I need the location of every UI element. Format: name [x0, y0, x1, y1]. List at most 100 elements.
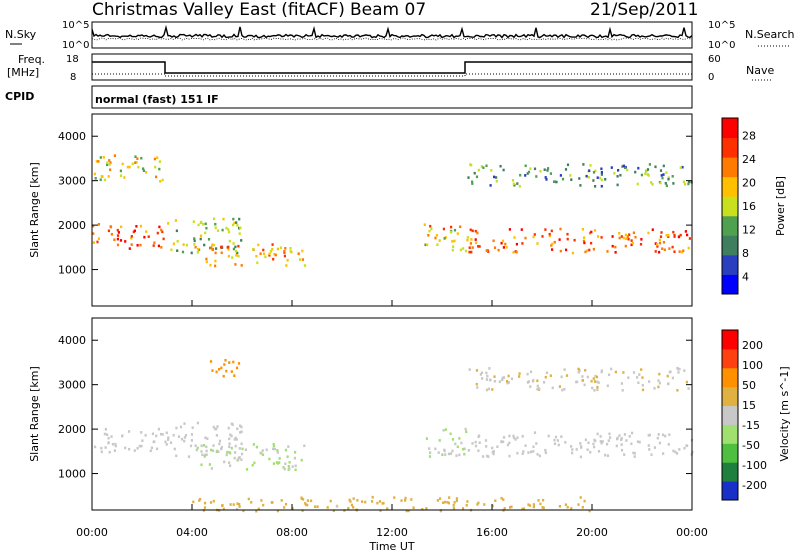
- power-cell: [289, 249, 292, 253]
- power-cell: [272, 257, 275, 261]
- power-cell: [548, 234, 551, 238]
- velocity-cell: [455, 454, 458, 457]
- power-cell: [283, 249, 286, 253]
- noise-right-tick-bottom: 10^0: [708, 40, 735, 51]
- power-cell: [97, 160, 100, 163]
- power-cell: [512, 251, 515, 254]
- velocity-cell: [502, 376, 506, 379]
- velocity-cell: [461, 507, 465, 510]
- power-cell: [559, 227, 562, 231]
- velocity-cell: [667, 443, 670, 446]
- power-cell: [192, 220, 195, 223]
- power-cell: [544, 228, 547, 231]
- velocity-cell: [209, 501, 213, 504]
- power-cell: [492, 239, 495, 243]
- power-cell: [475, 175, 479, 179]
- power-cell: [611, 244, 614, 248]
- power-cell: [687, 182, 690, 186]
- velocity-cell: [491, 450, 494, 454]
- power-cell: [444, 236, 447, 239]
- velocity-cell: [458, 453, 461, 457]
- velocity-cell: [382, 501, 385, 505]
- velocity-cell: [596, 385, 599, 389]
- power-cell: [480, 165, 483, 168]
- velocity-cell: [203, 501, 207, 505]
- velocity-cell: [623, 453, 626, 456]
- power-cell: [153, 157, 156, 161]
- velocity-cell: [228, 445, 231, 448]
- velocity-cell: [288, 461, 291, 464]
- velocity-cell: [606, 442, 609, 446]
- power-cbar-tick-label: 24: [742, 153, 756, 166]
- power-panel: Slant Range [km] 1000 2000 3000 4000: [28, 113, 693, 307]
- velocity-cell: [230, 370, 233, 373]
- power-cell: [119, 239, 123, 242]
- x-ticks: 00:00 04:00 08:00 12:00 16:00 20:00 00:00: [76, 300, 708, 539]
- power-cell: [679, 166, 682, 169]
- power-cell: [426, 243, 429, 247]
- velocity-cell: [506, 380, 509, 383]
- velocity-cell: [667, 382, 670, 386]
- velocity-cell: [581, 379, 584, 382]
- noise-left-tick-bottom: 10^0: [62, 40, 89, 51]
- velocity-cell: [429, 451, 432, 454]
- power-cell: [578, 177, 581, 180]
- power-cell: [668, 247, 671, 250]
- velocity-cell: [177, 435, 181, 438]
- velocity-cell: [571, 448, 574, 451]
- power-cell: [526, 172, 529, 175]
- power-cell: [130, 235, 133, 238]
- power-cell: [592, 247, 595, 251]
- velocity-cell: [502, 436, 506, 439]
- velocity-cell: [212, 499, 215, 503]
- power-cell: [95, 160, 98, 163]
- velocity-cell: [465, 430, 468, 434]
- power-cell: [681, 165, 684, 169]
- noise-panel-frame: [91, 21, 693, 49]
- power-cell: [464, 249, 468, 253]
- power-cell: [132, 230, 135, 234]
- power-cell: [524, 174, 527, 177]
- velocity-cell: [231, 423, 234, 426]
- power-cell: [157, 244, 160, 248]
- velocity-cbar-band: [722, 330, 738, 350]
- velocity-cell: [196, 421, 199, 425]
- velocity-cell: [500, 496, 503, 500]
- noise-sky-trace: [91, 24, 693, 39]
- velocity-cell: [300, 458, 303, 462]
- velocity-cell: [610, 367, 613, 371]
- power-cell: [550, 229, 553, 233]
- velocity-cell: [407, 509, 410, 513]
- power-cell: [634, 170, 637, 174]
- velocity-cell: [210, 467, 213, 470]
- power-cell: [236, 251, 239, 255]
- power-cell: [566, 237, 569, 241]
- velocity-cell: [236, 427, 239, 431]
- power-cell: [499, 164, 502, 168]
- power-cell: [634, 235, 637, 239]
- power-cell: [158, 167, 161, 171]
- power-cell: [140, 156, 143, 160]
- velocity-cell: [234, 451, 237, 454]
- power-cell: [459, 248, 462, 252]
- power-cell: [284, 247, 287, 250]
- velocity-cell: [589, 450, 592, 454]
- power-cell: [646, 168, 650, 171]
- velocity-cell: [491, 388, 494, 391]
- power-cell: [600, 236, 603, 239]
- power-cell: [536, 242, 539, 245]
- velocity-cell: [518, 375, 521, 378]
- velocity-cell: [265, 448, 268, 452]
- velocity-cell: [449, 452, 453, 455]
- power-cell: [279, 246, 282, 249]
- velocity-cell: [650, 453, 653, 456]
- power-cell: [227, 230, 231, 234]
- velocity-cell: [111, 442, 114, 446]
- velocity-cell: [352, 506, 355, 509]
- power-cell: [131, 162, 134, 166]
- velocity-cell: [529, 385, 532, 388]
- velocity-cell: [379, 509, 382, 512]
- power-cell: [495, 176, 498, 179]
- velocity-cell: [628, 435, 631, 438]
- velocity-cell: [286, 455, 289, 458]
